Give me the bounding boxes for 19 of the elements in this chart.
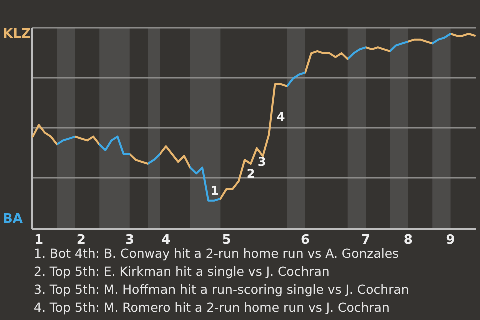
x-tick-label: 8 <box>404 233 413 248</box>
annotation: 4 <box>276 110 286 124</box>
text: BA <box>3 212 23 227</box>
x-tick-label: 1 <box>34 233 44 248</box>
text: 1. Bot 4th: B. Conway hit a 2-run home run vs A. Gonzales <box>34 246 400 261</box>
annotation: 3 <box>258 155 266 169</box>
text: 4. Top 5th: M. Romero hit a 2-run home run vs J. Cochran <box>34 300 390 315</box>
x-tick-label: 7 <box>361 233 371 248</box>
x-tick-label: 2 <box>76 233 86 248</box>
text: 2. Top 5th: E. Kirkman hit a single vs J. Cochran <box>34 264 330 279</box>
x-tick-label: 3 <box>125 233 134 248</box>
x-tick-label: 9 <box>446 233 456 248</box>
annotation: 2 <box>246 167 256 181</box>
x-tick-label: 4 <box>162 233 171 248</box>
x-tick-label: 6 <box>300 233 310 248</box>
x-tick-label: 5 <box>222 233 232 248</box>
annotation: 1 <box>210 184 220 198</box>
text: KLZ <box>3 27 31 42</box>
text: 3. Top 5th: M. Hoffman hit a run-scoring single vs J. Cochran <box>34 282 410 297</box>
